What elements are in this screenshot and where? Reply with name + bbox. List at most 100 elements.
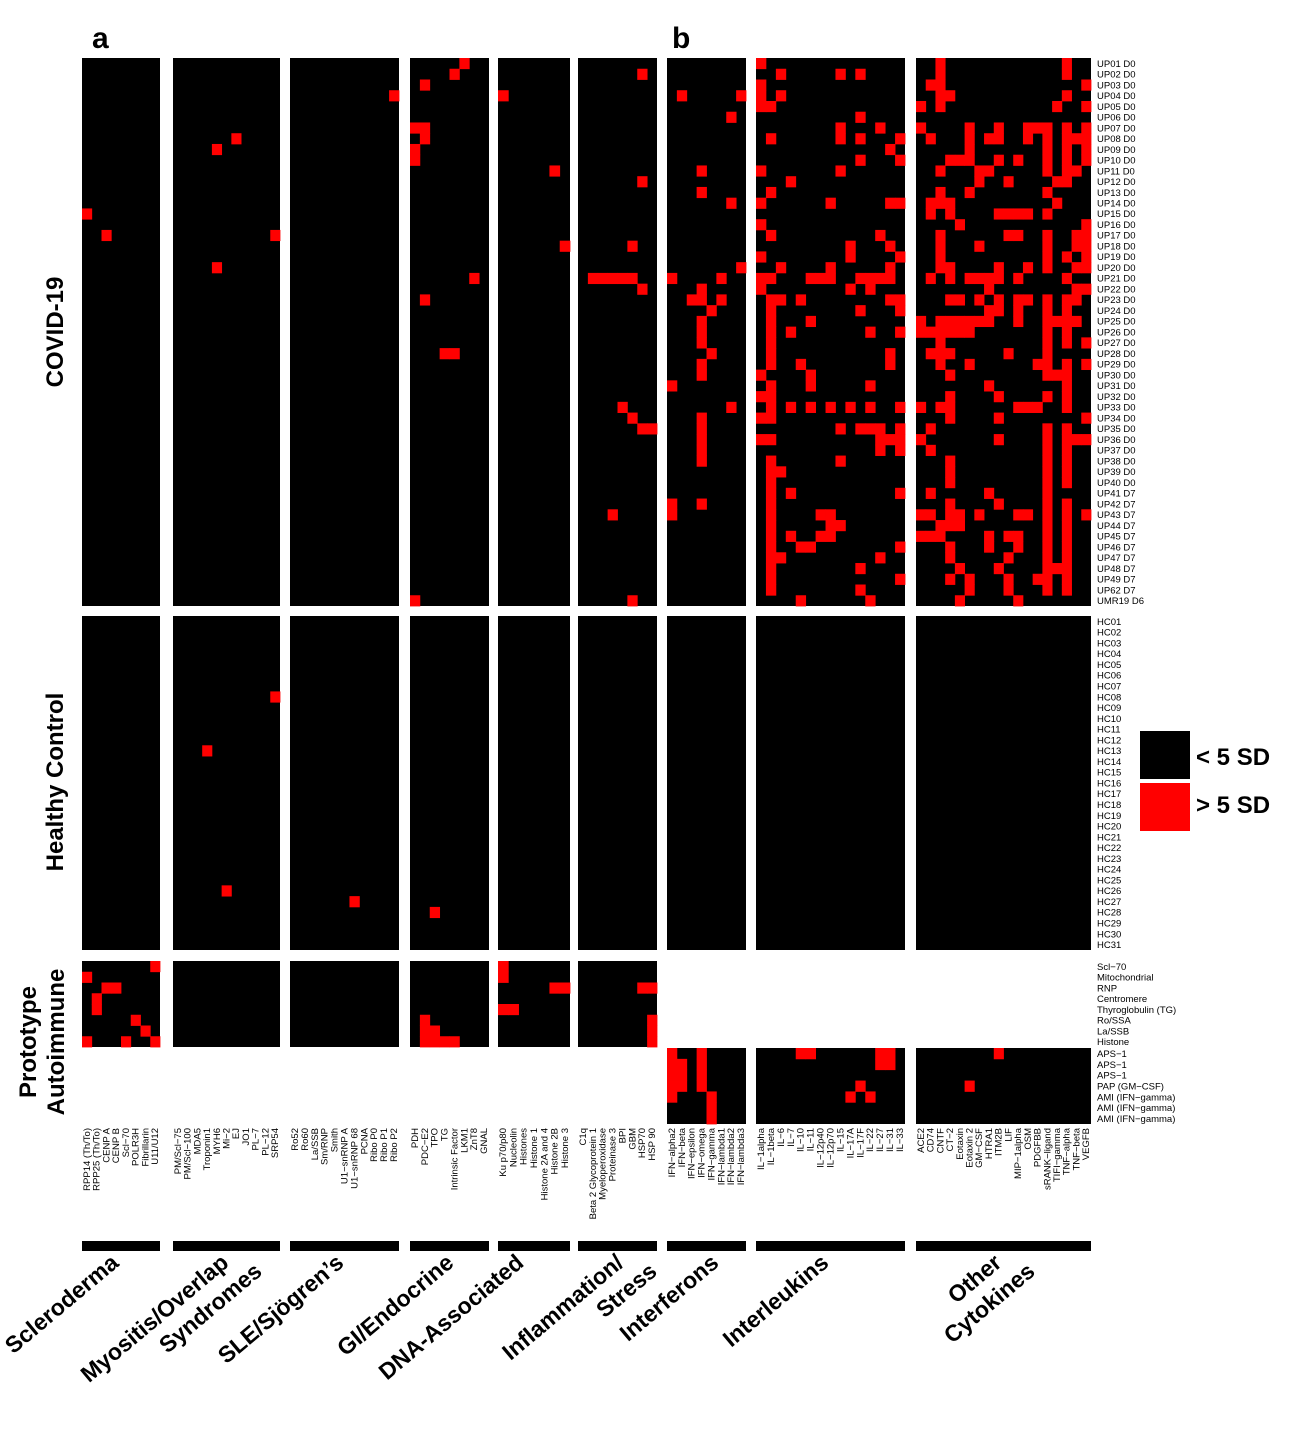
covid-panel-3 <box>410 58 489 606</box>
covid-cell-above <box>756 272 767 285</box>
covid-cell-above <box>696 337 707 349</box>
covid-cell-above <box>885 294 896 306</box>
prototype-a-cell-above <box>150 1036 161 1048</box>
row-label: AMI (IFN−gamma) <box>1097 1092 1175 1103</box>
row-block-labels: COVID-19 Healthy Control Prototype Autoimmu… <box>15 277 70 1116</box>
covid-cell-above <box>1061 466 1072 478</box>
covid-cell-above <box>627 240 638 252</box>
covid-cell-above <box>945 466 956 478</box>
covid-cell-above <box>696 326 707 338</box>
covid-cell-above <box>935 240 946 252</box>
covid-cell-above <box>835 68 846 80</box>
covid-cell-above <box>1081 358 1092 371</box>
covid-cell-above <box>686 294 698 306</box>
covid-cell-above <box>865 283 876 295</box>
covid-cell-above <box>1061 455 1072 467</box>
covid-cell-above <box>775 262 787 274</box>
covid-cell-above <box>1061 165 1072 177</box>
row-label: UP33 D0 <box>1097 403 1136 414</box>
column-label: LKM1 <box>459 1128 470 1153</box>
column-label: Ro52 <box>290 1128 301 1151</box>
row-label: HC22 <box>1097 843 1121 854</box>
covid-cell-above <box>825 272 836 285</box>
healthy-panel-5 <box>578 616 657 950</box>
covid-cell-above <box>1071 229 1082 242</box>
covid-cell-above <box>1042 122 1053 134</box>
covid-cell-above <box>1042 251 1053 263</box>
row-label: UP17 D0 <box>1097 231 1136 242</box>
healthy-panel-6 <box>667 616 746 950</box>
covid-cell-above <box>696 369 707 381</box>
row-label: UP44 D7 <box>1097 521 1136 532</box>
column-label: IL−6 <box>776 1128 787 1147</box>
column-label: PL−7 <box>251 1128 262 1150</box>
prototype-a-panel-1 <box>173 961 280 1047</box>
covid-cell-above <box>935 251 946 263</box>
covid-cell-above <box>935 315 946 328</box>
prototype-b-cell-above <box>667 1091 678 1103</box>
prototype-a-cell-above <box>647 1014 658 1026</box>
covid-cell-above <box>945 208 956 220</box>
covid-cell-above <box>716 294 727 306</box>
covid-cell-above <box>964 315 975 328</box>
covid-cell-above <box>765 326 777 338</box>
prototype-b-cell-above <box>676 1058 688 1071</box>
row-label: UP12 D0 <box>1097 177 1136 188</box>
covid-cell-above <box>895 487 906 499</box>
covid-cell-above <box>756 165 767 177</box>
prototype-a-cell-above <box>419 1025 431 1037</box>
covid-cell-above <box>1003 229 1014 242</box>
column-label: Histone 2B <box>550 1128 561 1174</box>
covid-cell-above <box>925 509 936 521</box>
row-label: UP15 D0 <box>1097 209 1136 220</box>
covid-cell-above <box>1042 262 1053 274</box>
healthy-cell-above <box>270 691 281 703</box>
prototype-b-cell-above <box>875 1058 886 1071</box>
covid-cell-above <box>101 229 112 242</box>
covid-cell-above <box>835 423 846 435</box>
legend: < 5 SD > 5 SD <box>1140 731 1270 831</box>
column-label: IL−31 <box>885 1128 896 1152</box>
covid-cell-above <box>895 326 906 338</box>
covid-cell-above <box>993 434 1004 446</box>
covid-cell-above <box>916 326 927 338</box>
covid-cell-above <box>756 391 767 403</box>
row-label: HC25 <box>1097 875 1121 886</box>
covid-cell-above <box>925 423 936 435</box>
covid-cell-above <box>1081 219 1092 231</box>
covid-cell-above <box>756 434 767 446</box>
covid-cell-above <box>875 272 886 285</box>
covid-cell-above <box>1061 391 1072 403</box>
row-label: UP39 D0 <box>1097 467 1136 478</box>
column-label: CT−2 <box>945 1128 956 1152</box>
covid-cell-above <box>795 595 807 607</box>
covid-cell-above <box>1022 262 1034 274</box>
prototype-a-cell-above <box>130 1014 141 1026</box>
covid-cell-above <box>765 509 777 521</box>
row-label: AMI (IFN−gamma) <box>1097 1114 1175 1125</box>
covid-cell-above <box>1061 573 1072 585</box>
group-label-line: SLE/Sjögren’s <box>213 1249 349 1369</box>
covid-cell-above <box>825 530 836 542</box>
row-block-label: Healthy Control <box>42 693 69 872</box>
covid-cell-above <box>845 401 856 413</box>
covid-cell-above <box>1052 315 1063 328</box>
row-label: UP27 D0 <box>1097 338 1136 349</box>
covid-cell-above <box>765 133 777 145</box>
prototype-b-cell-above <box>696 1058 707 1071</box>
covid-cell-above <box>925 487 936 499</box>
healthy-panel-7 <box>756 616 905 950</box>
row-label: Centromere <box>1097 994 1147 1005</box>
covid-cell-above <box>756 197 767 209</box>
covid-cell-above <box>765 412 777 424</box>
row-label: UP11 D0 <box>1097 166 1135 177</box>
row-label: HC16 <box>1097 778 1121 789</box>
row-label: Thyroglobulin (TG) <box>1097 1005 1176 1016</box>
covid-cell-above <box>885 262 896 274</box>
covid-cell-above <box>696 358 707 371</box>
covid-cell-above <box>1042 229 1053 242</box>
covid-cell-above <box>993 208 1004 220</box>
prototype-b-cell-above <box>696 1069 707 1081</box>
row-label: UP02 D0 <box>1097 70 1136 81</box>
